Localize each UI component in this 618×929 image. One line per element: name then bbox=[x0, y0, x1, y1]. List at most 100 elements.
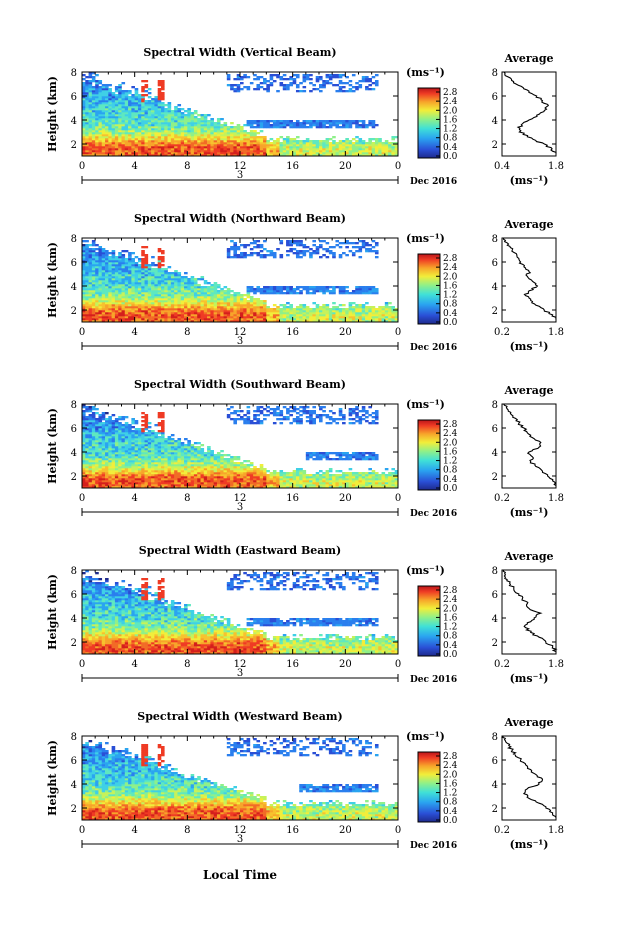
heatmap-cell bbox=[91, 116, 96, 119]
heatmap-cell bbox=[240, 302, 244, 305]
heatmap-cell bbox=[124, 460, 129, 463]
heatmap-cell bbox=[358, 310, 363, 313]
heatmap-cell bbox=[345, 312, 349, 315]
heatmap-cell bbox=[276, 308, 280, 311]
heatmap-cell bbox=[187, 304, 191, 307]
heatmap-cell bbox=[141, 98, 145, 101]
heatmap-cell bbox=[114, 290, 119, 293]
heatmap-cell bbox=[220, 154, 224, 157]
heatmap-cell bbox=[174, 116, 178, 119]
heatmap-cell bbox=[85, 148, 89, 151]
heatmap-cell bbox=[151, 296, 155, 299]
heatmap-cell bbox=[161, 106, 165, 109]
heatmap-cell bbox=[256, 144, 261, 147]
heatmap-cell bbox=[292, 288, 297, 291]
heatmap-cell bbox=[200, 306, 205, 309]
heatmap-cell bbox=[368, 142, 372, 145]
heatmap-cell bbox=[161, 94, 165, 97]
heatmap-cell bbox=[141, 292, 145, 295]
heatmap-cell bbox=[98, 280, 103, 283]
heatmap-cell bbox=[230, 150, 234, 153]
heatmap-cell bbox=[85, 240, 89, 243]
heatmap-cell bbox=[144, 274, 149, 277]
heatmap-cell bbox=[137, 302, 142, 305]
heatmap-cell bbox=[98, 300, 103, 303]
heatmap-cell bbox=[216, 130, 221, 133]
heatmap-cell bbox=[240, 308, 244, 311]
heatmap-cell bbox=[128, 148, 132, 151]
heatmap-cell bbox=[256, 240, 261, 243]
heatmap-cell bbox=[91, 80, 96, 83]
heatmap-cell bbox=[256, 76, 261, 79]
heatmap-cell bbox=[101, 98, 106, 101]
heatmap-cell bbox=[272, 154, 277, 157]
heatmap-cell bbox=[131, 434, 135, 437]
heatmap-cell bbox=[381, 306, 386, 309]
heatmap-cell bbox=[147, 132, 152, 135]
heatmap-cell bbox=[137, 314, 142, 317]
colorbar-tick-label: 0.8 bbox=[443, 300, 458, 310]
heatmap-cell bbox=[272, 150, 277, 153]
heatmap-cell bbox=[85, 88, 89, 91]
heatmap-cell bbox=[91, 456, 96, 459]
heatmap-cell bbox=[200, 292, 205, 295]
heatmap-cell bbox=[361, 292, 366, 295]
heatmap-cell bbox=[85, 452, 89, 455]
heatmap-cell bbox=[85, 424, 89, 427]
heatmap-cell bbox=[95, 286, 99, 289]
heatmap-cell bbox=[154, 294, 159, 297]
heatmap-cell bbox=[391, 320, 396, 323]
heatmap-cell bbox=[128, 480, 132, 483]
heatmap-cell bbox=[108, 284, 112, 287]
heatmap-cell bbox=[184, 304, 188, 307]
heatmap-cell bbox=[180, 150, 185, 153]
x-tick-label: 0 bbox=[395, 161, 401, 172]
heatmap-cell bbox=[170, 284, 175, 287]
heatmap-cell bbox=[144, 318, 149, 321]
heatmap-cell bbox=[95, 88, 99, 91]
heatmap-cell bbox=[358, 86, 363, 89]
heatmap-cell bbox=[121, 108, 126, 111]
heatmap-cell bbox=[121, 98, 126, 101]
heatmap-cell bbox=[272, 290, 277, 293]
heatmap-cell bbox=[177, 114, 182, 117]
heatmap-cell bbox=[348, 150, 353, 153]
heatmap-cell bbox=[269, 152, 274, 155]
heatmap-cell bbox=[286, 150, 290, 153]
heatmap-cell bbox=[309, 152, 313, 155]
heatmap-cell bbox=[193, 126, 198, 129]
heatmap-cell bbox=[111, 150, 116, 153]
heatmap-cell bbox=[282, 314, 287, 317]
heatmap-cell bbox=[299, 286, 303, 289]
heatmap-cell bbox=[348, 88, 353, 91]
heatmap-cell bbox=[269, 120, 274, 123]
heatmap-cell bbox=[187, 306, 191, 309]
heatmap-cell bbox=[249, 318, 254, 321]
heatmap-cell bbox=[355, 292, 359, 295]
heatmap-cell bbox=[207, 142, 211, 145]
heatmap-cell bbox=[95, 92, 99, 95]
heatmap-cell bbox=[91, 454, 96, 457]
heatmap-cell bbox=[88, 422, 93, 425]
heatmap-cell bbox=[111, 456, 116, 459]
heatmap-cell bbox=[98, 274, 103, 277]
heatmap-cell bbox=[161, 148, 165, 151]
heatmap-cell bbox=[108, 136, 112, 139]
heatmap-cell bbox=[184, 122, 188, 125]
heatmap-cell bbox=[137, 96, 142, 99]
heatmap-cell bbox=[114, 294, 119, 297]
heatmap-cell bbox=[101, 112, 106, 115]
heatmap-cell bbox=[361, 318, 366, 321]
heatmap-cell bbox=[295, 148, 300, 151]
heatmap-cell bbox=[279, 82, 284, 85]
heatmap-cell bbox=[299, 312, 303, 315]
heatmap-cell bbox=[157, 250, 162, 253]
heatmap-cell bbox=[240, 130, 244, 133]
heatmap-cell bbox=[223, 126, 228, 129]
heatmap-cell bbox=[141, 126, 145, 129]
heatmap-cell bbox=[236, 248, 241, 251]
heatmap-cell bbox=[295, 314, 300, 317]
heatmap-cell bbox=[259, 142, 264, 145]
heatmap-cell bbox=[111, 136, 116, 139]
heatmap-cell bbox=[230, 300, 234, 303]
